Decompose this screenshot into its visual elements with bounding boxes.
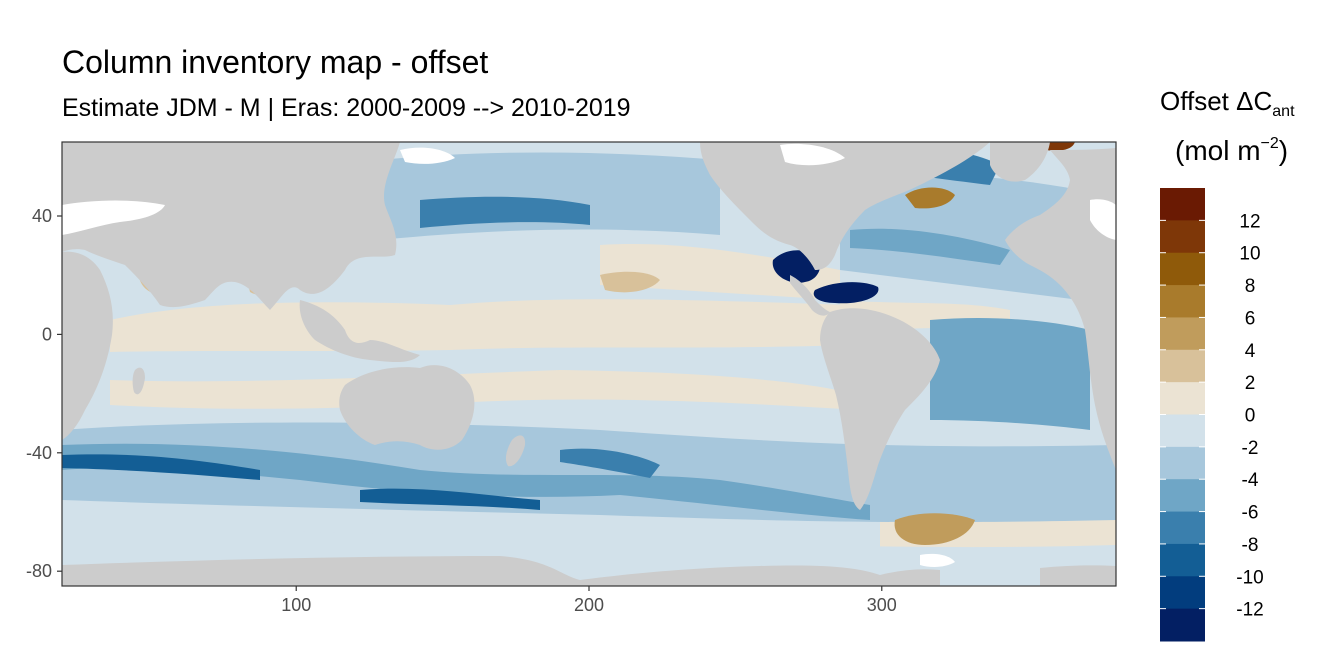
y-tick-label: 40	[32, 206, 52, 226]
kuroshio-dark	[420, 196, 590, 228]
x-axis: 100 200 300	[281, 586, 897, 615]
legend-swatch	[1160, 446, 1205, 480]
weddell-positive	[894, 513, 975, 545]
legend-label: -2	[1242, 438, 1259, 459]
southern-ocean-mid	[62, 443, 870, 520]
legend-label: 4	[1245, 341, 1256, 362]
y-axis: 40 0 -40 -80	[26, 206, 62, 581]
europe-africa	[1005, 148, 1116, 470]
legend-label: 6	[1245, 308, 1256, 329]
y-tick-label: -40	[26, 443, 52, 463]
x-tick-label: 100	[281, 595, 311, 615]
legend-label: -4	[1242, 470, 1259, 491]
madagascar	[132, 367, 145, 395]
no-data-hudson	[780, 143, 845, 166]
no-data-baltic	[1090, 199, 1116, 240]
south-subtropic-beige	[110, 370, 860, 410]
map-panel	[62, 142, 1116, 586]
legend-title-subscript: ant	[1272, 103, 1295, 120]
legend-units: (mol m−2)	[1175, 135, 1288, 167]
legend-label: 8	[1245, 276, 1256, 297]
legend-swatch	[1160, 576, 1205, 610]
legend-swatch	[1160, 608, 1205, 642]
north-america	[700, 142, 990, 270]
pacific-positive	[600, 271, 660, 293]
southern-pacific-deep	[360, 488, 540, 510]
legend-swatch	[1160, 479, 1205, 513]
maritime-continent	[299, 300, 420, 363]
caribbean-deep	[813, 282, 879, 304]
map-subtitle: Estimate JDM - M | Eras: 2000-2009 --> 2…	[62, 94, 631, 122]
legend-label: 10	[1239, 244, 1260, 265]
legend-units-close: )	[1278, 135, 1289, 166]
legend-label: 0	[1245, 406, 1256, 427]
antarctica-east	[1040, 565, 1116, 586]
legend-swatch	[1160, 349, 1205, 383]
legend-title: Offset ΔCant	[1160, 86, 1295, 121]
antarctica	[62, 556, 940, 586]
legend-label: -10	[1236, 567, 1263, 588]
legend-swatch	[1160, 220, 1205, 254]
no-data-okhotsk	[400, 147, 455, 164]
no-data-areas	[62, 143, 1116, 567]
y-tick-label: -80	[26, 561, 52, 581]
legend-swatch	[1160, 252, 1205, 286]
legend-colorbar: 12 10 8 6 4 2 0 -2 -4 -6 -8 -10 -12	[1160, 188, 1264, 642]
legend-swatch	[1160, 382, 1205, 415]
legend-swatch	[1160, 511, 1205, 545]
land	[62, 142, 1116, 586]
eurasia	[62, 142, 400, 310]
y-tick-label: 0	[42, 324, 52, 344]
legend-swatch	[1160, 414, 1205, 448]
map-title: Column inventory map - offset	[62, 44, 489, 80]
no-data-caspian	[62, 200, 165, 235]
legend-label: 2	[1245, 373, 1256, 394]
legend-swatch	[1160, 285, 1205, 318]
new-zealand	[505, 435, 526, 467]
no-data-weddell	[920, 553, 955, 567]
africa-east	[62, 251, 113, 440]
central-america	[790, 275, 830, 316]
tropical-band	[110, 299, 850, 352]
legend-units-exponent: −2	[1260, 135, 1279, 152]
legend-swatch	[1160, 188, 1205, 221]
legend-units-base: (mol m	[1175, 135, 1261, 166]
legend-swatch	[1160, 317, 1205, 351]
x-tick-label: 300	[867, 595, 897, 615]
legend-label: 12	[1239, 211, 1260, 232]
north-pacific-beige	[600, 244, 840, 300]
x-tick-label: 200	[574, 595, 604, 615]
north-atlantic-positive	[905, 187, 955, 209]
legend-label: -8	[1242, 535, 1259, 556]
greenland	[990, 142, 1050, 182]
south-america	[820, 308, 940, 510]
legend-label: -6	[1242, 503, 1259, 524]
east-atlantic-blue	[930, 318, 1090, 430]
legend-label: -12	[1236, 600, 1263, 621]
australia	[339, 365, 475, 450]
north-atlantic-blue	[840, 174, 1080, 300]
legend-title-main: Offset ΔC	[1160, 86, 1273, 116]
south-pacific-dark	[560, 448, 660, 478]
legend-swatch	[1160, 543, 1205, 577]
southern-indian-deep	[62, 454, 260, 480]
gulf-stream-mid	[850, 228, 1010, 265]
